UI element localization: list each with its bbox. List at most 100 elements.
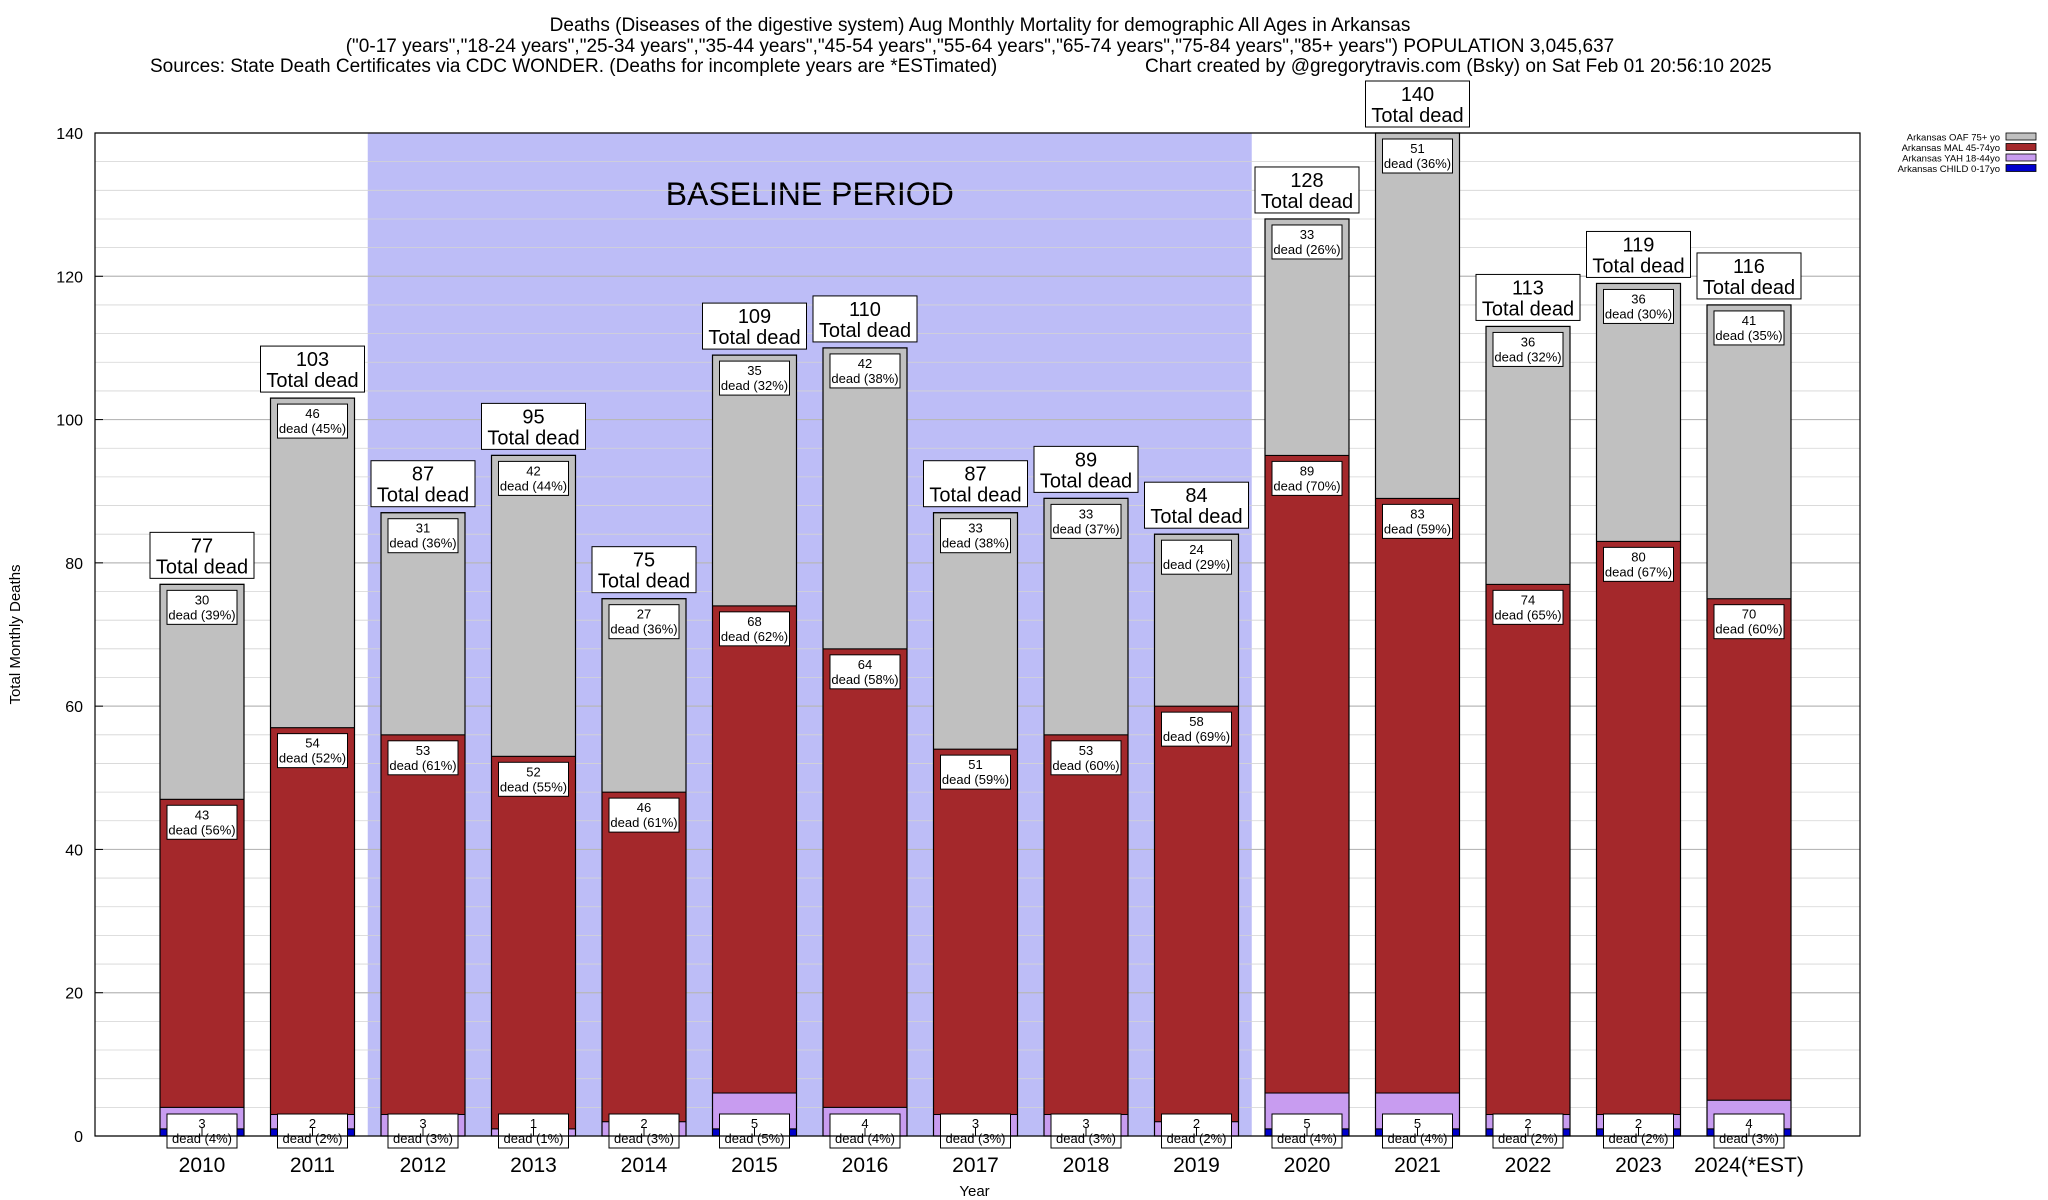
label-oaf-pct: dead (30%) (1605, 306, 1672, 321)
x-tick-label: 2015 (731, 1154, 778, 1177)
label-oaf-value: 30 (195, 592, 209, 607)
label-yah-value: 3 (419, 1116, 426, 1131)
label-oaf-box (1603, 288, 1674, 324)
total-suffix: Total dead (1482, 298, 1574, 320)
total-suffix: Total dead (1703, 277, 1795, 299)
label-mal-pct: dead (55%) (500, 779, 567, 794)
total-value: 113 (1512, 277, 1544, 299)
total-box (260, 345, 365, 393)
bar-segment-mal (601, 791, 687, 1123)
label-oaf-box (1492, 331, 1564, 367)
label-mal-value: 68 (747, 614, 761, 629)
label-oaf-pct: dead (44%) (500, 478, 567, 493)
label-mal-box (719, 611, 790, 647)
bar-segment-oaf (1706, 304, 1792, 600)
bar-segment-mal (1154, 705, 1239, 1123)
x-tick-label: 2012 (400, 1154, 447, 1177)
total-suffix: Total dead (1150, 506, 1242, 528)
label-oaf-box (387, 518, 459, 554)
total-value: 87 (412, 464, 434, 486)
label-oaf-pct: dead (39%) (168, 607, 235, 622)
total-value: 77 (191, 535, 213, 557)
total-box (1144, 481, 1249, 529)
label-mal-box (608, 797, 680, 833)
label-mal-value: 74 (1521, 592, 1535, 607)
y-tick-label: 140 (56, 126, 83, 143)
label-oaf-box (166, 589, 238, 625)
label-oaf-value: 35 (747, 363, 761, 378)
label-mal-pct: dead (59%) (942, 772, 1009, 787)
total-box (591, 546, 697, 594)
total-box (149, 531, 255, 579)
bar-segment-mal (380, 734, 466, 1116)
label-oaf-box (498, 460, 569, 496)
label-yah-pct: dead (2%) (1609, 1131, 1669, 1146)
label-oaf-pct: dead (26%) (1273, 242, 1340, 257)
total-box (702, 302, 807, 350)
label-yah-pct: dead (2%) (283, 1131, 343, 1146)
label-yah-value: 3 (198, 1116, 205, 1131)
label-oaf-pct: dead (32%) (721, 378, 788, 393)
plot-area: BASELINE PERIOD 0 20 40 60 80 100 120 140 Total M… (7, 80, 2037, 1200)
total-suffix: Total dead (156, 556, 248, 578)
label-oaf-box (1050, 503, 1122, 539)
bar-segment-mal (933, 748, 1018, 1116)
label-yah-pct: dead (2%) (1498, 1131, 1558, 1146)
total-value: 89 (1075, 449, 1097, 471)
label-mal-box (387, 740, 459, 776)
label-yah-value: 3 (1082, 1116, 1089, 1131)
label-mal-box (1603, 546, 1674, 582)
bar-segment-oaf (1375, 132, 1460, 499)
total-value: 110 (849, 299, 881, 321)
legend-swatch (2005, 143, 2037, 151)
label-mal-pct: dead (65%) (1494, 607, 1561, 622)
x-tick-label: 2013 (510, 1154, 557, 1177)
label-yah-pct: dead (3%) (1719, 1131, 1779, 1146)
total-box (1475, 273, 1581, 321)
label-yah-value: 2 (309, 1116, 316, 1131)
label-yah-value: 4 (1745, 1116, 1752, 1131)
label-mal-value: 53 (1079, 743, 1093, 758)
legend-swatch (2005, 153, 2037, 162)
label-mal-pct: dead (59%) (1384, 521, 1451, 536)
x-tick-label: 2020 (1284, 1154, 1331, 1177)
label-oaf-pct: dead (37%) (1052, 521, 1119, 536)
legend-label: Arkansas YAH 18-44yo (1902, 154, 2000, 165)
baseline-period-label: BASELINE PERIOD (666, 176, 954, 212)
total-box (1365, 80, 1470, 128)
legend-swatch (2005, 132, 2037, 141)
label-oaf-box (1382, 138, 1453, 174)
bar-segment-oaf (491, 454, 576, 757)
total-value: 109 (738, 306, 771, 328)
total-suffix: Total dead (598, 571, 690, 593)
label-mal-box (1271, 460, 1343, 496)
label-mal-value: 43 (195, 807, 209, 822)
x-tick-label: 2011 (290, 1154, 335, 1177)
label-oaf-pct: dead (32%) (1494, 349, 1561, 364)
total-box (1696, 252, 1802, 300)
total-suffix: Total dead (1371, 105, 1463, 127)
x-tick-label: 2019 (1173, 1154, 1220, 1177)
total-suffix: Total dead (487, 427, 579, 449)
label-mal-value: 58 (1189, 714, 1203, 729)
x-tick-label: 2010 (179, 1154, 226, 1177)
label-yah-value: 5 (751, 1116, 758, 1131)
label-mal-box (1382, 503, 1453, 539)
bar-segment-mal (1043, 734, 1129, 1116)
label-yah-pct: dead (3%) (614, 1131, 674, 1146)
total-value: 87 (964, 464, 986, 486)
label-yah-pct: dead (2%) (1167, 1131, 1227, 1146)
total-suffix: Total dead (1592, 255, 1684, 277)
total-box (923, 460, 1028, 508)
bar-segment-mal (822, 648, 908, 1108)
total-suffix: Total dead (819, 320, 911, 342)
label-mal-pct: dead (60%) (1715, 622, 1782, 637)
label-oaf-value: 24 (1189, 542, 1203, 557)
label-mal-pct: dead (56%) (168, 822, 235, 837)
label-mal-value: 46 (637, 800, 651, 815)
label-mal-pct: dead (62%) (721, 629, 788, 644)
label-mal-pct: dead (69%) (1163, 729, 1230, 744)
y-tick-label: 0 (74, 1129, 83, 1146)
label-mal-box (166, 804, 238, 840)
